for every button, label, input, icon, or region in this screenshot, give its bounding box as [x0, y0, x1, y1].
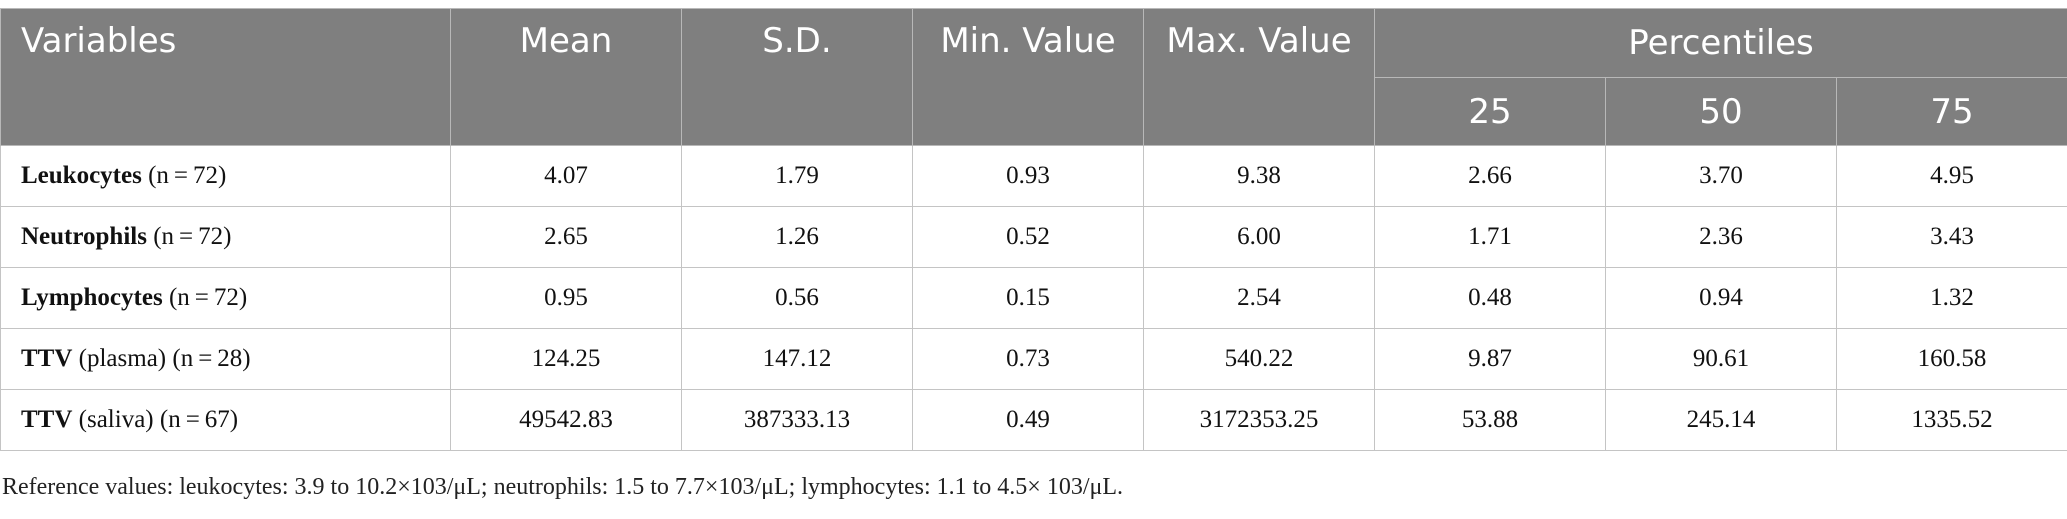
header-row-2: 25 50 75: [1, 77, 2067, 146]
sample-size: (n = 28): [172, 345, 251, 372]
cell-p25: 0.48: [1374, 267, 1606, 329]
header-min-value: Min. Value: [912, 8, 1144, 146]
cell-min: 0.93: [912, 145, 1144, 207]
cell-min: 0.52: [912, 206, 1144, 268]
table-body: Leukocytes (n = 72) 4.07 1.79 0.93 9.38 …: [0, 145, 2067, 451]
cell-mean: 2.65: [450, 206, 682, 268]
header-percentiles: Percentiles: [1373, 8, 2067, 78]
table-row: TTV (saliva) (n = 67) 49542.83 387333.13…: [0, 389, 2067, 451]
statistics-table: Variables Mean S.D. Min. Value Max. Valu…: [0, 8, 2067, 451]
sample-size: (n = 72): [153, 223, 232, 250]
cell-p75: 160.58: [1835, 328, 2067, 390]
cell-min: 0.49: [912, 389, 1144, 451]
sample-size: (n = 72): [168, 284, 248, 311]
cell-p25: 53.88: [1374, 389, 1606, 451]
row-variable-cell: TTV (saliva) (n = 67): [0, 389, 451, 451]
cell-mean: 124.25: [450, 328, 682, 390]
cell-p25: 9.87: [1374, 328, 1606, 390]
header-row-1: Variables Mean S.D. Min. Value Max. Valu…: [0, 8, 2067, 146]
row-variable-cell: Leukocytes (n = 72): [0, 145, 451, 207]
cell-p50: 3.70: [1605, 145, 1837, 207]
sample-size: (n = 72): [148, 162, 227, 189]
cell-sd: 1.79: [681, 145, 913, 207]
variable-name: TTV: [21, 406, 73, 433]
cell-min: 0.73: [912, 328, 1144, 390]
cell-p50: 245.14: [1605, 389, 1837, 451]
cell-p25: 1.71: [1374, 206, 1606, 268]
cell-mean: 4.07: [450, 145, 682, 207]
variable-qualifier: (plasma): [78, 345, 167, 372]
cell-p75: 1335.52: [1835, 389, 2067, 451]
variable-qualifier: (saliva): [78, 406, 154, 433]
cell-max: 6.00: [1143, 206, 1375, 268]
cell-max: 3172353.25: [1143, 389, 1375, 451]
header-max-value: Max. Value: [1143, 8, 1375, 146]
cell-max: 2.54: [1143, 267, 1375, 329]
cell-min: 0.15: [912, 267, 1144, 329]
data-table-container: Variables Mean S.D. Min. Value Max. Valu…: [0, 8, 2067, 451]
cell-p50: 0.94: [1605, 267, 1837, 329]
header-percentile-50: 50: [1605, 77, 1837, 146]
cell-sd: 387333.13: [681, 389, 913, 451]
header-variables: Variables: [0, 8, 451, 146]
variable-name: TTV: [21, 345, 73, 372]
header-percentile-75: 75: [1835, 77, 2067, 146]
cell-p25: 2.66: [1374, 145, 1606, 207]
table-row: Neutrophils (n = 72) 2.65 1.26 0.52 6.00…: [0, 206, 2067, 268]
row-variable-cell: Neutrophils (n = 72): [0, 206, 451, 268]
table-row: Leukocytes (n = 72) 4.07 1.79 0.93 9.38 …: [0, 145, 2067, 207]
cell-p75: 3.43: [1835, 206, 2067, 268]
table-row: Lymphocytes (n = 72) 0.95 0.56 0.15 2.54…: [0, 267, 2067, 329]
cell-sd: 147.12: [681, 328, 913, 390]
cell-p50: 2.36: [1605, 206, 1837, 268]
table-header: Variables Mean S.D. Min. Value Max. Valu…: [0, 8, 2067, 146]
header-percentile-25: 25: [1374, 77, 1606, 146]
cell-mean: 0.95: [450, 267, 682, 329]
variable-name: Leukocytes: [21, 162, 142, 189]
header-mean: Mean: [450, 8, 682, 146]
cell-p75: 4.95: [1835, 145, 2067, 207]
sample-size: (n = 67): [159, 406, 239, 433]
cell-p75: 1.32: [1835, 267, 2067, 329]
row-variable-cell: Lymphocytes (n = 72): [0, 267, 451, 329]
variable-name: Neutrophils: [21, 223, 147, 250]
cell-mean: 49542.83: [450, 389, 682, 451]
table-row: TTV (plasma) (n = 28) 124.25 147.12 0.73…: [0, 328, 2067, 390]
row-variable-cell: TTV (plasma) (n = 28): [0, 328, 451, 390]
cell-max: 9.38: [1143, 145, 1375, 207]
variable-name: Lymphocytes: [21, 284, 163, 311]
cell-sd: 0.56: [681, 267, 913, 329]
cell-sd: 1.26: [681, 206, 913, 268]
header-sd: S.D.: [681, 8, 913, 146]
cell-max: 540.22: [1143, 328, 1375, 390]
table-footnote: Reference values: leukocytes: 3.9 to 10.…: [2, 474, 1124, 500]
cell-p50: 90.61: [1605, 328, 1837, 390]
